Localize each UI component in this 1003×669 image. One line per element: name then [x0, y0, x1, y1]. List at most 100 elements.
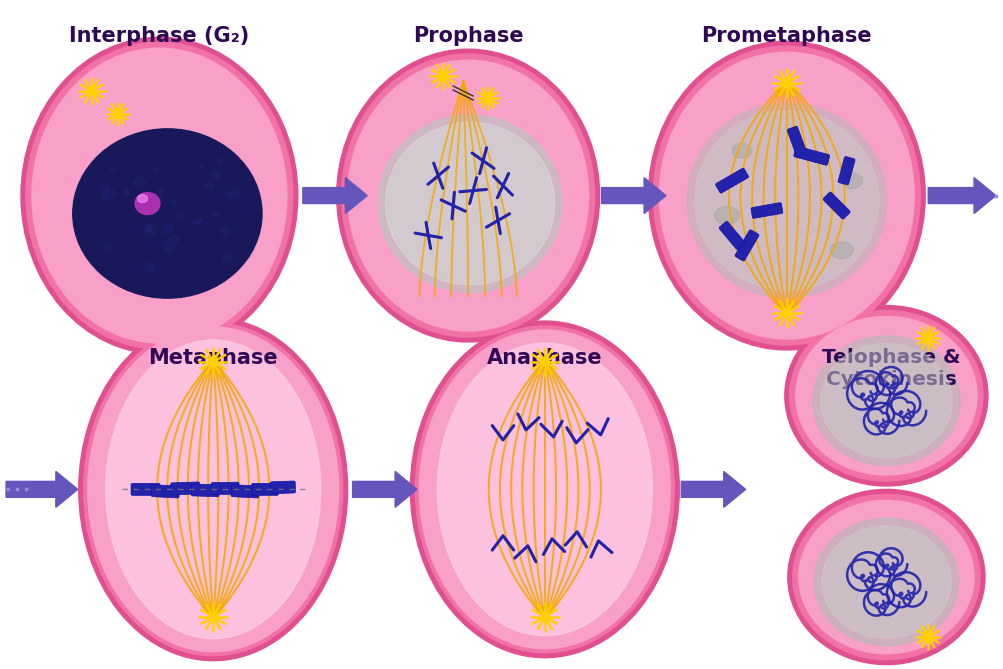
Ellipse shape	[341, 54, 594, 337]
Text: Prometaphase: Prometaphase	[701, 26, 872, 46]
FancyBboxPatch shape	[252, 484, 278, 495]
Ellipse shape	[347, 60, 588, 331]
Circle shape	[218, 159, 222, 164]
Ellipse shape	[659, 52, 914, 339]
Circle shape	[146, 227, 150, 231]
FancyBboxPatch shape	[718, 221, 744, 250]
FancyBboxPatch shape	[211, 482, 239, 494]
Circle shape	[540, 357, 549, 367]
FancyBboxPatch shape	[715, 168, 748, 193]
Ellipse shape	[87, 327, 338, 652]
Circle shape	[197, 218, 203, 225]
Ellipse shape	[731, 143, 751, 159]
Ellipse shape	[83, 323, 342, 656]
Text: Prophase: Prophase	[412, 26, 523, 46]
Circle shape	[153, 167, 158, 172]
Ellipse shape	[798, 500, 973, 654]
FancyBboxPatch shape	[171, 482, 200, 495]
Circle shape	[230, 189, 240, 198]
Circle shape	[144, 262, 154, 272]
Ellipse shape	[385, 122, 555, 285]
Ellipse shape	[714, 207, 739, 225]
Circle shape	[781, 78, 790, 88]
Circle shape	[87, 86, 96, 96]
Ellipse shape	[437, 343, 652, 636]
Circle shape	[104, 188, 114, 199]
Circle shape	[163, 224, 174, 234]
Circle shape	[209, 612, 218, 622]
Circle shape	[197, 218, 202, 223]
FancyBboxPatch shape	[270, 481, 295, 494]
Text: Telophase &
Cytokinesis: Telophase & Cytokinesis	[821, 348, 960, 389]
Circle shape	[213, 211, 219, 216]
Circle shape	[110, 167, 114, 171]
Ellipse shape	[26, 42, 293, 349]
Circle shape	[223, 254, 231, 262]
Circle shape	[438, 72, 447, 80]
FancyBboxPatch shape	[231, 485, 259, 498]
Ellipse shape	[840, 173, 862, 189]
Circle shape	[225, 192, 232, 199]
Ellipse shape	[134, 193, 159, 215]
Text: Interphase (G₂): Interphase (G₂)	[69, 26, 250, 46]
Circle shape	[170, 235, 179, 244]
FancyBboxPatch shape	[793, 147, 828, 165]
FancyBboxPatch shape	[734, 229, 758, 261]
Circle shape	[923, 334, 932, 343]
Circle shape	[99, 183, 109, 193]
Ellipse shape	[105, 340, 320, 639]
Circle shape	[163, 241, 175, 252]
Ellipse shape	[795, 316, 976, 475]
Circle shape	[144, 225, 155, 236]
Ellipse shape	[21, 37, 298, 354]
Ellipse shape	[648, 41, 925, 350]
Ellipse shape	[784, 306, 987, 486]
Ellipse shape	[72, 129, 262, 298]
Circle shape	[212, 173, 220, 180]
Ellipse shape	[32, 48, 287, 343]
Ellipse shape	[820, 526, 950, 638]
Circle shape	[221, 225, 231, 235]
Ellipse shape	[813, 518, 958, 646]
Circle shape	[205, 181, 214, 190]
Ellipse shape	[653, 46, 920, 345]
Circle shape	[101, 195, 107, 201]
Circle shape	[173, 199, 177, 203]
FancyArrow shape	[303, 178, 367, 213]
Circle shape	[133, 177, 145, 189]
Circle shape	[151, 193, 161, 204]
Circle shape	[200, 165, 204, 169]
Ellipse shape	[792, 494, 979, 660]
Ellipse shape	[787, 490, 984, 664]
Ellipse shape	[410, 321, 679, 658]
Circle shape	[158, 188, 164, 193]
FancyArrow shape	[681, 472, 745, 507]
Circle shape	[104, 244, 112, 251]
Ellipse shape	[419, 330, 670, 649]
Circle shape	[178, 213, 184, 219]
Ellipse shape	[819, 343, 951, 458]
FancyArrow shape	[928, 178, 995, 213]
FancyBboxPatch shape	[191, 484, 219, 497]
Circle shape	[192, 221, 196, 225]
Ellipse shape	[686, 104, 886, 298]
FancyBboxPatch shape	[131, 484, 159, 495]
Ellipse shape	[694, 111, 878, 290]
Ellipse shape	[415, 326, 674, 653]
Ellipse shape	[137, 195, 147, 203]
Ellipse shape	[78, 318, 347, 661]
Ellipse shape	[378, 115, 562, 292]
Circle shape	[923, 632, 932, 641]
Circle shape	[781, 308, 790, 318]
Circle shape	[209, 357, 218, 367]
Circle shape	[483, 94, 492, 102]
FancyBboxPatch shape	[786, 126, 805, 155]
FancyBboxPatch shape	[151, 485, 180, 498]
Ellipse shape	[829, 242, 853, 259]
Circle shape	[540, 612, 549, 622]
Ellipse shape	[811, 336, 959, 466]
Circle shape	[113, 110, 122, 118]
FancyBboxPatch shape	[750, 203, 782, 218]
Circle shape	[122, 190, 128, 196]
Text: Metaphase: Metaphase	[148, 348, 278, 368]
